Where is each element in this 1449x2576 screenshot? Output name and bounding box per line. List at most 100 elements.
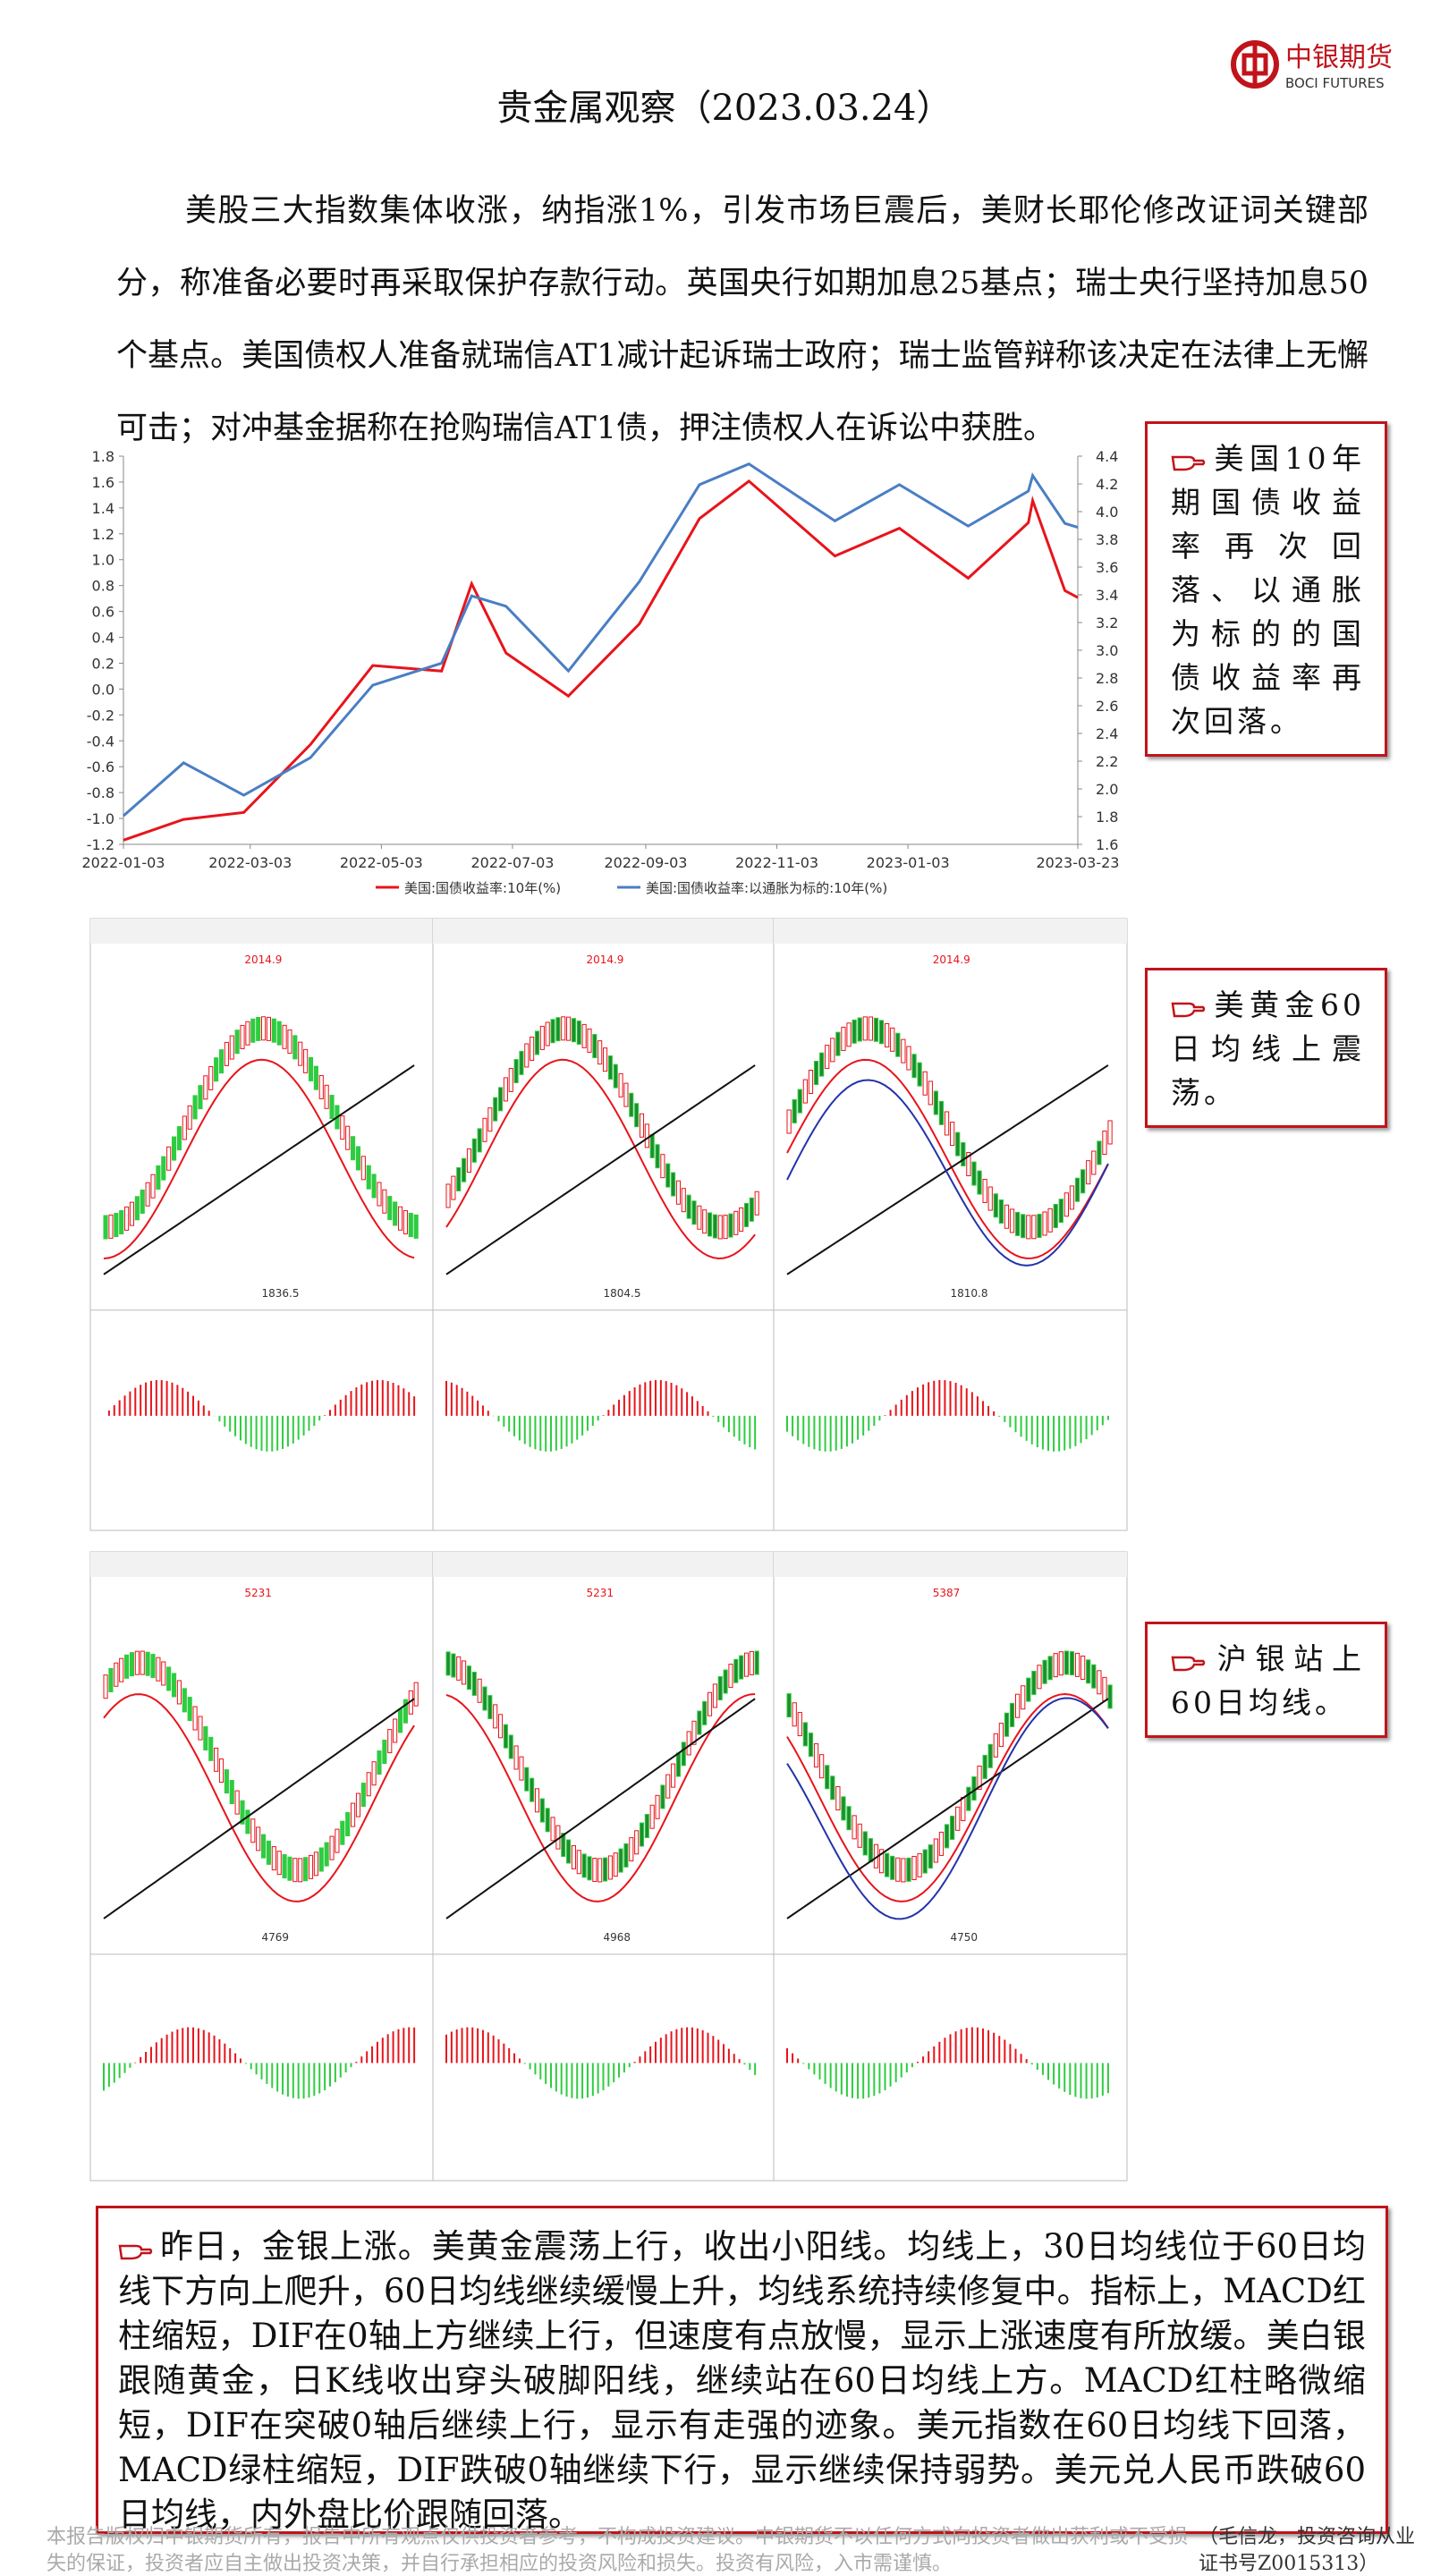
y-tick-label: 1.0 [92, 552, 114, 569]
candle [825, 1765, 830, 1790]
candle [129, 1652, 135, 1677]
candle [857, 1823, 862, 1848]
candle [445, 1183, 451, 1208]
candle [961, 1141, 966, 1166]
y-tick-label: 0.2 [92, 655, 114, 672]
candle [852, 1815, 857, 1840]
candle [712, 1214, 717, 1239]
high-label: 2014.9 [586, 953, 623, 966]
candle [613, 1063, 618, 1089]
candle [987, 1743, 993, 1768]
candle [466, 1665, 471, 1690]
candle [198, 1085, 203, 1110]
candle [140, 1650, 145, 1675]
candle [733, 1658, 739, 1683]
candle [665, 1163, 671, 1188]
candle [355, 1146, 361, 1171]
candle [513, 1059, 519, 1084]
candle [1107, 1684, 1113, 1709]
candle [340, 1820, 345, 1845]
candle [675, 1180, 681, 1205]
candle [218, 1049, 225, 1074]
candle [717, 1676, 723, 1701]
candle [792, 1098, 797, 1123]
candle [335, 1828, 340, 1853]
candle [708, 1691, 713, 1716]
ma-line [445, 1058, 756, 1259]
candle [581, 1853, 587, 1878]
candle [224, 1769, 229, 1794]
candle [928, 1080, 933, 1106]
candle [982, 1754, 987, 1779]
candle [1009, 1702, 1015, 1727]
y-tick-label: 0.4 [92, 630, 114, 647]
candle [1031, 1670, 1037, 1695]
candle [950, 1122, 955, 1147]
candle [911, 1054, 917, 1079]
candle [530, 1777, 535, 1802]
candle [103, 1674, 108, 1699]
y2-tick-label: 2.0 [1096, 781, 1118, 798]
candle [208, 1065, 214, 1090]
candle [287, 1856, 292, 1881]
legend-label: 美国:国债收益率:以通胀为标的:10年(%) [646, 880, 887, 896]
candle [203, 1726, 208, 1751]
candle [524, 1043, 530, 1068]
y-tick-label: 1.6 [92, 474, 114, 491]
ma-line [786, 1698, 1109, 1919]
candle [292, 1035, 298, 1060]
candle [451, 1175, 456, 1200]
candle [192, 1706, 198, 1731]
candle [156, 1657, 161, 1682]
candle [739, 1207, 744, 1232]
candle [487, 1695, 493, 1720]
candle [655, 1794, 660, 1819]
candle [686, 1194, 691, 1219]
y-tick-label: -0.2 [87, 707, 114, 724]
candle [266, 1840, 272, 1865]
candle [318, 1847, 324, 1872]
candle [955, 1131, 961, 1157]
candle [387, 1196, 393, 1221]
candle [587, 1028, 592, 1053]
y-tick-label: 1.8 [92, 448, 114, 465]
candle [203, 1075, 208, 1100]
candle [114, 1213, 119, 1238]
candle [303, 1857, 309, 1882]
panel-header [774, 919, 1127, 944]
y2-tick-label: 2.8 [1096, 670, 1118, 687]
candle [1080, 1169, 1086, 1194]
candle [671, 1172, 676, 1197]
candle [329, 1835, 335, 1860]
candle [1026, 1215, 1031, 1240]
candle [830, 1038, 835, 1063]
candle [691, 1200, 697, 1225]
candle [982, 1178, 987, 1203]
candle [234, 1030, 240, 1055]
candle [413, 1214, 419, 1239]
candle [508, 1067, 513, 1092]
candle [786, 1693, 792, 1718]
candle [166, 1666, 172, 1691]
candle [493, 1704, 498, 1729]
candle [852, 1019, 857, 1044]
candle [723, 1215, 728, 1240]
candle [890, 1855, 895, 1880]
candle [1021, 1214, 1026, 1239]
summary-text: 昨日，金银上涨。美黄金震荡上行，收出小阳线。均线上，30日均线位于60日均线下方… [118, 2227, 1366, 2534]
candle [987, 1186, 993, 1211]
author: （毛信龙，投资咨询从业证书号Z0015313） [1199, 2526, 1416, 2575]
candle [351, 1802, 356, 1827]
candle [282, 1024, 287, 1049]
candle [911, 1855, 917, 1880]
y2-tick-label: 3.0 [1096, 642, 1118, 659]
note: 美国10年期国债收益率再次回落、以通胀为标的的国债收益率再次回落。 [1145, 421, 1387, 757]
candle [234, 1790, 240, 1815]
candle [639, 1822, 645, 1847]
candle [1042, 1659, 1047, 1684]
candle [550, 1019, 555, 1044]
candle [161, 1156, 166, 1181]
candle [539, 1798, 545, 1823]
candle [754, 1191, 759, 1216]
